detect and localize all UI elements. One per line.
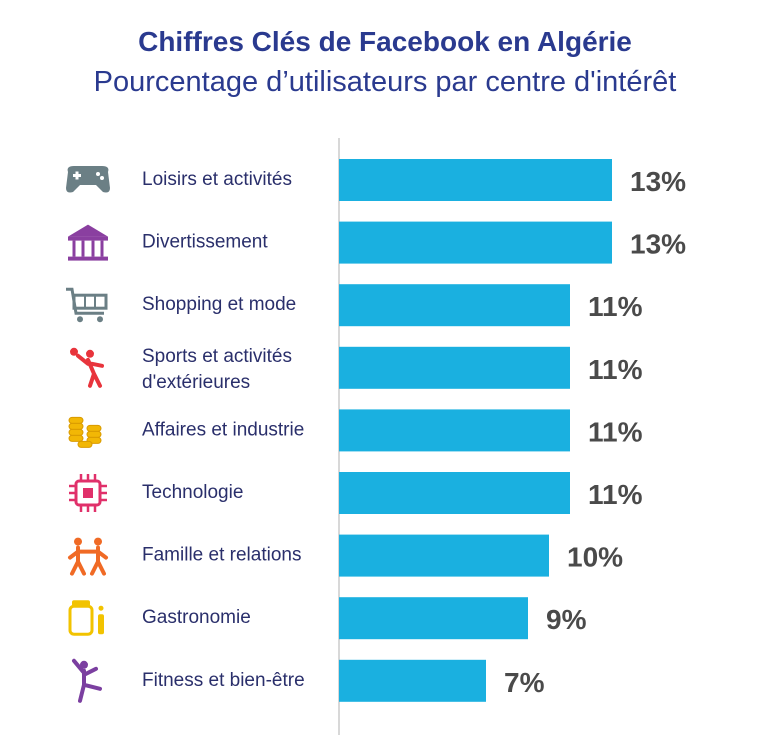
shopping-cart-icon bbox=[66, 287, 108, 323]
category-label: Loisirs et activités bbox=[142, 169, 292, 190]
category-label: Affaires et industrie bbox=[142, 419, 304, 440]
family-icon bbox=[68, 537, 108, 576]
chart-subtitle: Pourcentage d’utilisateurs par centre d'… bbox=[93, 66, 677, 98]
value-label: 7% bbox=[504, 667, 545, 698]
jar-icon bbox=[68, 600, 104, 636]
bar bbox=[339, 221, 612, 264]
bar bbox=[339, 659, 486, 702]
category-label-line: d'extérieures bbox=[142, 372, 250, 393]
value-label: 11% bbox=[588, 416, 643, 447]
value-label: 11% bbox=[588, 291, 643, 322]
category-label-line: Affaires et industrie bbox=[142, 419, 304, 440]
coin-stacks-icon bbox=[68, 416, 102, 448]
category-label: Famille et relations bbox=[142, 545, 301, 566]
value-label: 11% bbox=[588, 479, 643, 510]
value-label: 11% bbox=[588, 354, 643, 385]
chart-title: Chiffres Clés de Facebook en Algérie bbox=[138, 26, 632, 57]
category-label: Sports et activités d'extérieures bbox=[142, 346, 292, 393]
microchip-icon bbox=[69, 474, 107, 512]
value-label: 9% bbox=[546, 604, 587, 635]
bar bbox=[339, 534, 549, 577]
category-label: Technologie bbox=[142, 482, 243, 503]
value-label: 13% bbox=[630, 229, 686, 260]
bar bbox=[339, 159, 612, 201]
category-label: Fitness et bien-être bbox=[142, 670, 305, 691]
category-label-line: Technologie bbox=[142, 482, 243, 503]
bar bbox=[339, 409, 570, 452]
category-label: Divertissement bbox=[142, 232, 268, 253]
category-label-line: Fitness et bien-être bbox=[142, 670, 305, 691]
tennis-player-icon bbox=[70, 347, 104, 388]
bar bbox=[339, 346, 570, 389]
bar bbox=[339, 284, 570, 327]
value-label: 10% bbox=[567, 542, 623, 573]
carousel-icon bbox=[68, 224, 108, 261]
category-label-line: Gastronomie bbox=[142, 607, 251, 628]
category-label-line: Shopping et mode bbox=[142, 294, 296, 315]
category-label-line: Famille et relations bbox=[142, 545, 301, 566]
gamepad-icon bbox=[66, 166, 110, 193]
bar bbox=[339, 597, 528, 640]
category-label-line: Loisirs et activités bbox=[142, 169, 292, 190]
value-label: 13% bbox=[630, 166, 686, 197]
category-label-line: Sports et activités bbox=[142, 346, 292, 367]
category-label: Gastronomie bbox=[142, 607, 251, 628]
bar bbox=[339, 472, 570, 514]
fitness-person-icon bbox=[72, 658, 102, 703]
category-label-line: Divertissement bbox=[142, 232, 268, 253]
category-label: Shopping et mode bbox=[142, 294, 296, 315]
